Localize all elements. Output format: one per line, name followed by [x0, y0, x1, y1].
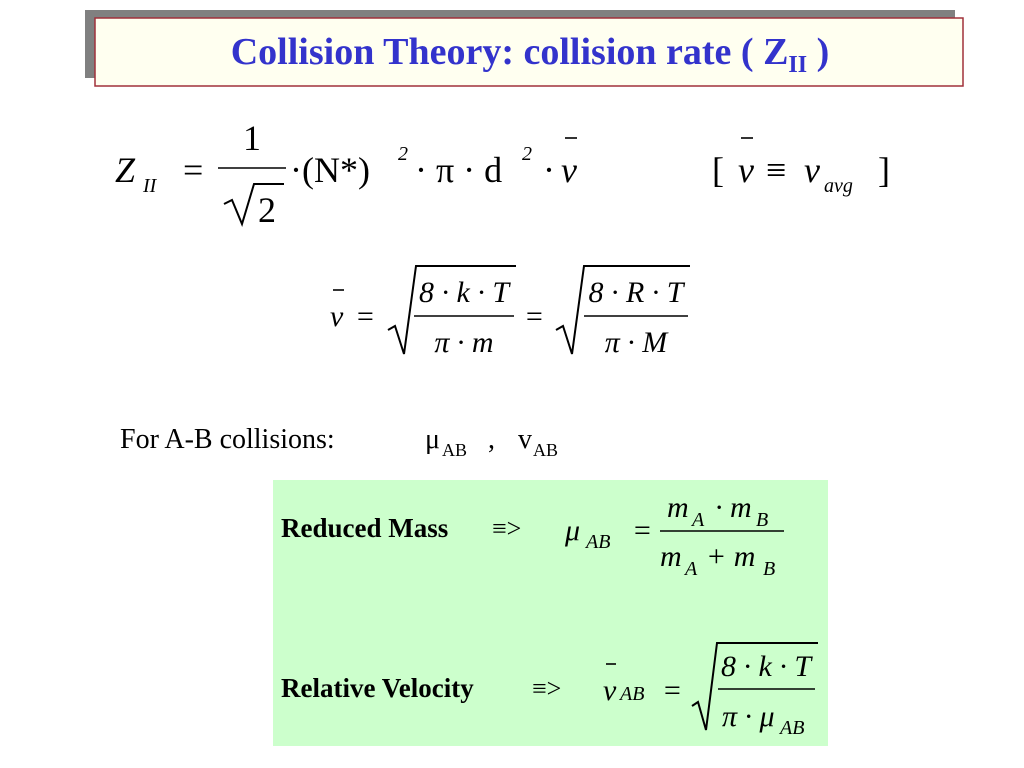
radicand: 2: [258, 190, 276, 230]
denominator: π · μ: [722, 700, 775, 733]
radical: [691, 642, 818, 731]
title-box: [94, 17, 964, 87]
symbol: + m: [706, 540, 755, 573]
operator: =: [524, 300, 544, 333]
operator: =: [183, 150, 203, 190]
exponent: 2: [398, 143, 408, 165]
symbol: m: [660, 540, 682, 573]
box-label: Reduced Mass: [281, 513, 448, 543]
subscript: B: [763, 558, 775, 580]
box-label: Relative Velocity: [281, 673, 474, 703]
radical: [223, 183, 284, 227]
symbol: v: [518, 424, 532, 455]
ab-label: For A-B collisions:: [120, 424, 335, 455]
symbol: v: [330, 300, 344, 333]
bracket: [: [712, 150, 724, 190]
exponent: 2: [522, 143, 532, 165]
symbol: μ: [425, 424, 440, 455]
subscript: AB: [618, 683, 644, 705]
radical: [555, 265, 690, 355]
operator: ≡>: [492, 514, 521, 543]
radical: [387, 265, 516, 355]
symbol: v: [603, 674, 617, 707]
symbol: m: [667, 491, 689, 524]
formula-box: [273, 480, 828, 746]
symbol: v: [804, 150, 820, 190]
operator: ·: [543, 150, 555, 190]
title-text: Collision Theory: collision rate ( Z: [231, 31, 789, 73]
factor: · π · d: [415, 150, 502, 190]
symbol: · m: [715, 491, 752, 524]
denominator: π · M: [605, 326, 670, 359]
numerator: 8 · R · T: [588, 276, 685, 309]
subscript: avg: [824, 175, 853, 197]
subscript: B: [756, 509, 768, 531]
title: Collision Theory: collision rate ( ZII ): [231, 31, 830, 78]
factor: ·(N*): [290, 150, 370, 190]
separator: ,: [488, 424, 495, 455]
subscript: AB: [533, 440, 558, 460]
symbol: Z: [115, 150, 136, 190]
subscript: AB: [442, 440, 467, 460]
operator: =: [662, 674, 682, 707]
operator: ≡>: [532, 674, 561, 703]
subscript: AB: [584, 531, 610, 553]
denominator: π · m: [434, 326, 493, 359]
operator: =: [632, 514, 652, 547]
subscript: II: [142, 175, 158, 197]
operator: ≡: [766, 150, 786, 190]
numerator: 8 · k · T: [419, 276, 511, 309]
subscript: A: [690, 509, 705, 531]
bracket: ]: [878, 150, 890, 190]
title-subscript: II: [788, 52, 807, 78]
subscript: A: [683, 558, 698, 580]
subscript: AB: [778, 717, 804, 739]
title-close: ): [807, 31, 829, 73]
operator: =: [355, 300, 375, 333]
symbol: v: [561, 150, 577, 190]
numerator: 8 · k · T: [721, 650, 813, 683]
symbol: μ: [564, 514, 580, 547]
numerator: 1: [243, 118, 261, 158]
symbol: v: [738, 150, 754, 190]
